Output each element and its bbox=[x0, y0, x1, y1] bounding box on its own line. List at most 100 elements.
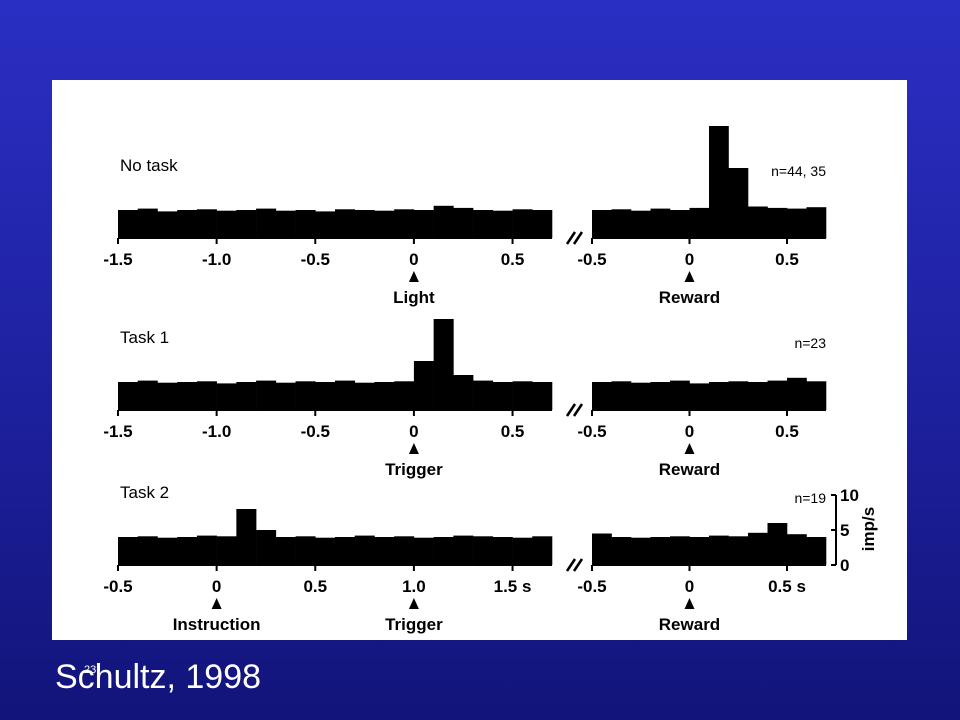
bar bbox=[728, 536, 749, 565]
bar bbox=[512, 381, 533, 410]
bar bbox=[453, 207, 474, 238]
bar bbox=[453, 535, 474, 565]
bar bbox=[787, 377, 807, 410]
bar bbox=[275, 382, 296, 410]
bar bbox=[216, 210, 237, 238]
bar bbox=[374, 382, 395, 410]
panel-title: Task 1 bbox=[120, 328, 169, 347]
bar bbox=[631, 210, 651, 238]
event-marker bbox=[684, 598, 695, 609]
bar bbox=[118, 210, 139, 238]
x-tick-label: 0 bbox=[685, 422, 694, 441]
bar bbox=[275, 537, 296, 565]
bar bbox=[532, 382, 553, 410]
bar bbox=[650, 382, 671, 410]
y-tick-label: 10 bbox=[840, 486, 859, 505]
event-label: Light bbox=[393, 288, 435, 307]
bar bbox=[728, 168, 749, 238]
bar bbox=[670, 380, 690, 410]
bar bbox=[453, 375, 474, 410]
bar bbox=[413, 210, 434, 238]
sample-size: n=23 bbox=[794, 335, 826, 351]
bar bbox=[433, 319, 454, 410]
bar bbox=[196, 381, 217, 410]
event-marker bbox=[408, 271, 419, 282]
bar bbox=[374, 210, 395, 238]
bar bbox=[689, 537, 710, 565]
x-tick-label: -1.0 bbox=[202, 250, 231, 269]
bar bbox=[689, 207, 710, 238]
bar bbox=[315, 211, 336, 238]
x-tick-label: 0.5 bbox=[501, 422, 525, 441]
x-tick-label: 0 bbox=[685, 577, 694, 596]
x-tick-label: 0 bbox=[409, 250, 418, 269]
bar bbox=[256, 530, 277, 565]
bar bbox=[196, 535, 217, 565]
bar bbox=[177, 210, 198, 238]
bar bbox=[650, 208, 671, 238]
x-tick-label: -1.0 bbox=[202, 422, 231, 441]
bar bbox=[196, 209, 217, 238]
bar bbox=[394, 381, 415, 410]
x-tick-label: 0.5 bbox=[775, 422, 799, 441]
bar bbox=[532, 536, 553, 565]
bar bbox=[709, 382, 729, 410]
y-tick-label: 0 bbox=[840, 556, 849, 575]
bar bbox=[709, 126, 729, 238]
bar bbox=[806, 381, 827, 410]
bar bbox=[256, 380, 277, 410]
bar bbox=[335, 209, 356, 238]
y-axis-label: imp/s bbox=[859, 507, 878, 551]
event-marker bbox=[684, 443, 695, 454]
x-tick-label: -0.5 bbox=[301, 250, 330, 269]
bar bbox=[433, 205, 454, 238]
bar bbox=[473, 536, 494, 565]
caption: Schultz, 1998 bbox=[55, 658, 262, 696]
bar bbox=[177, 537, 198, 565]
bar bbox=[394, 536, 415, 565]
bar bbox=[767, 523, 788, 565]
bar bbox=[631, 537, 651, 565]
event-marker bbox=[408, 598, 419, 609]
bar bbox=[335, 380, 356, 410]
bar bbox=[492, 537, 513, 565]
page-number: 23 bbox=[84, 664, 97, 676]
bar bbox=[433, 537, 454, 565]
bar bbox=[413, 361, 434, 410]
bar bbox=[157, 211, 178, 238]
bar bbox=[137, 536, 158, 565]
bar bbox=[118, 537, 139, 565]
bar bbox=[354, 210, 375, 238]
bar bbox=[157, 382, 178, 410]
bar bbox=[592, 533, 612, 565]
x-tick-label: 0.5 bbox=[501, 250, 525, 269]
bar bbox=[709, 535, 729, 565]
x-tick-label: -0.5 bbox=[577, 250, 606, 269]
bar bbox=[216, 383, 237, 410]
bar bbox=[315, 382, 336, 410]
bar bbox=[689, 383, 710, 410]
x-tick-label: -1.5 bbox=[103, 250, 132, 269]
bar bbox=[492, 210, 513, 238]
bar bbox=[748, 206, 768, 238]
x-tick-label: -1.5 bbox=[103, 422, 132, 441]
bar bbox=[728, 381, 749, 410]
bar bbox=[236, 382, 257, 410]
x-tick-label: -0.5 bbox=[577, 577, 606, 596]
bar bbox=[611, 381, 632, 410]
event-label: Trigger bbox=[385, 460, 443, 479]
sample-size: n=44, 35 bbox=[771, 163, 826, 179]
bar bbox=[275, 210, 296, 238]
bar bbox=[473, 210, 494, 238]
event-label: Instruction bbox=[173, 615, 261, 634]
x-tick-label: 0 bbox=[685, 250, 694, 269]
bar bbox=[492, 382, 513, 410]
x-tick-label: -0.5 bbox=[301, 422, 330, 441]
bar bbox=[177, 382, 198, 410]
bar bbox=[374, 537, 395, 565]
bar bbox=[806, 207, 827, 238]
bar bbox=[748, 532, 768, 565]
event-label: Reward bbox=[659, 288, 720, 307]
x-tick-label: -0.5 bbox=[103, 577, 132, 596]
bar bbox=[295, 210, 316, 238]
